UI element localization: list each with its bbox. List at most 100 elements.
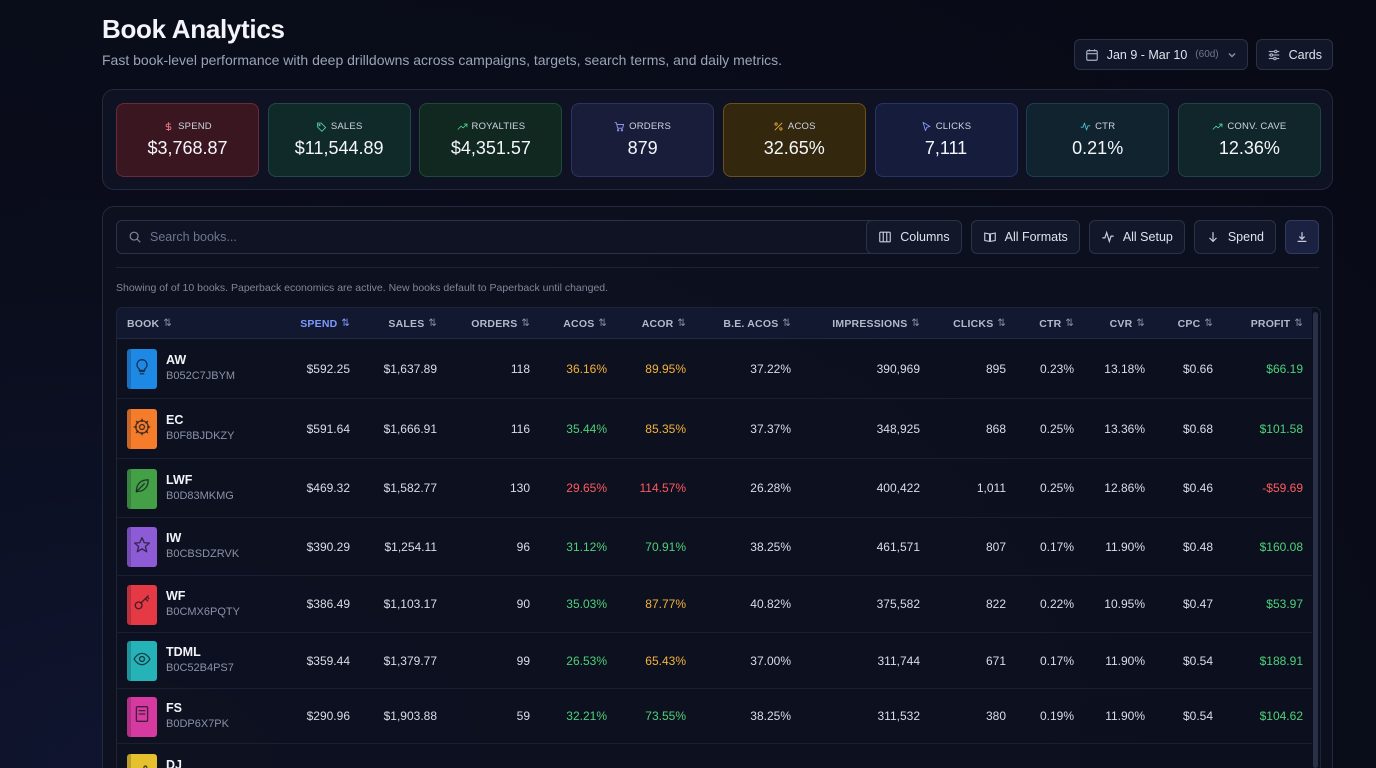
cell-spend: $591.64 <box>306 421 350 436</box>
column-header-cpc[interactable]: CPC ⇅ <box>1152 308 1213 339</box>
view-cards-button[interactable]: Cards <box>1255 39 1333 70</box>
formats-filter-button[interactable]: All Formats <box>970 220 1080 254</box>
cell-cpc: $0.68 <box>1182 421 1213 436</box>
kpi-card-sales[interactable]: SALES $11,544.89 <box>267 103 411 177</box>
date-range-picker[interactable]: Jan 9 - Mar 10 (60d) <box>1073 39 1248 70</box>
kpi-card-clicks[interactable]: CLICKS 7,111 <box>874 103 1018 177</box>
cell-orders: 90 <box>516 597 530 611</box>
kpi-card-acos[interactable]: ACOS 32.65% <box>722 103 866 177</box>
cell-acos: 37.33% <box>537 744 607 768</box>
cell-cpc: $0.54 <box>1182 653 1213 668</box>
columns-icon <box>878 230 892 244</box>
cell-impressions: 390,969 <box>876 361 920 376</box>
columns-label: Columns <box>900 230 950 244</box>
book-title[interactable]: AW <box>166 353 187 367</box>
sort-spend-label: Spend <box>1227 230 1264 244</box>
cell-cpc: $0.66 <box>1182 361 1213 376</box>
kpi-card-spend[interactable]: SPEND $3,768.87 <box>116 103 259 177</box>
table-row[interactable]: DJ $270.08 $722.50 57 37.33%79.81% 39.61% 279,… <box>117 744 1312 768</box>
column-header-label: SPEND <box>300 317 338 330</box>
kpi-value: 12.36% <box>1218 138 1280 158</box>
column-header-impressions[interactable]: IMPRESSIONS ⇅ <box>807 308 920 339</box>
columns-button[interactable]: Columns <box>866 220 962 254</box>
sort-arrows-icon: ⇅ <box>1294 318 1303 329</box>
table-row[interactable]: IW B0CBSDZRVK $390.29 $1,254.11 96 31.12% 70.9… <box>117 518 1312 576</box>
kpi-card-royalties[interactable]: ROYALTIES $4,351.57 <box>419 103 563 177</box>
cell-cvr: 11.90% <box>1105 653 1145 668</box>
book-title[interactable]: EC <box>166 413 184 427</box>
table-row[interactable]: LWF B0D83MKMG $469.32 $1,582.77 130 29.65% 114… <box>117 459 1312 518</box>
kpi-label-text: CONV. CAVE <box>1227 121 1287 132</box>
kpi-label-text: ROYALTIES <box>471 121 526 132</box>
book-title[interactable]: IW <box>166 531 182 545</box>
book-cover <box>127 349 157 389</box>
column-header-orders[interactable]: ORDERS ⇅ <box>447 308 530 339</box>
column-header-spend[interactable]: SPEND ⇅ <box>277 308 350 339</box>
sort-spend-button[interactable]: Spend <box>1193 220 1276 254</box>
book-asin: B052C7JBYM <box>166 370 236 382</box>
kpi-panel: SPEND $3,768.87 SALES $11,544.89 ROYALTIES $4… <box>102 89 1333 190</box>
column-header-be-acos[interactable]: B.E. ACOS ⇅ <box>697 308 791 339</box>
setup-filter-button[interactable]: All Setup <box>1088 220 1185 254</box>
book-asin: B0CMX6PQTY <box>166 605 240 618</box>
cell-acos: 36.16% <box>566 361 607 376</box>
table-scrollbar[interactable] <box>1313 312 1318 768</box>
cell-ctr: 0.17% <box>1039 539 1074 554</box>
column-header-profit[interactable]: PROFIT ⇅ <box>1222 308 1303 339</box>
column-header-book[interactable]: BOOK ⇅ <box>127 308 287 339</box>
kpi-card-ctr[interactable]: CTR 0.21% <box>1026 103 1170 177</box>
table-row[interactable]: EC B0F8BJDKZY $591.64 $1,666.91 116 35.44% 85.… <box>117 399 1312 459</box>
table-toolbar: Columns All Formats All Setup <box>116 220 1319 254</box>
search-input[interactable] <box>150 230 850 244</box>
table-row[interactable]: WF B0CMX6PQTY $386.49 $1,103.17 90 35.03% 87.7… <box>117 576 1312 633</box>
search-icon <box>128 230 142 244</box>
kpi-card-orders[interactable]: ORDERS 879 <box>571 103 715 177</box>
table-row[interactable]: TDML B0C52B4PS7 $359.44 $1,379.77 99 26.53% 65… <box>117 633 1312 689</box>
kpi-value: $4,351.57 <box>450 138 531 158</box>
book-title[interactable]: FS <box>166 700 182 715</box>
kpi-label: ROYALTIES <box>457 121 526 132</box>
book-title[interactable]: DJ <box>166 758 182 768</box>
cell-sales: $1,637.89 <box>383 361 437 376</box>
cell-cpc: $0.47 <box>1182 597 1213 611</box>
cell-cvr: 12.86% <box>1104 481 1145 495</box>
kpi-label-text: CLICKS <box>935 121 972 132</box>
cell-ctr: 0.22% <box>1039 597 1074 611</box>
cell-be-acos: 38.25% <box>750 539 791 554</box>
cell-impressions: 461,571 <box>876 539 920 554</box>
cell-cpc: $0.52 <box>1152 744 1213 768</box>
sort-arrows-icon: ⇅ <box>677 318 686 329</box>
kpi-label: CLICKS <box>921 121 972 132</box>
column-header-sales[interactable]: SALES ⇅ <box>357 308 437 339</box>
book-cover <box>127 754 157 768</box>
cell-impressions: 348,925 <box>876 421 920 436</box>
cell-orders: 116 <box>510 421 530 436</box>
cell-clicks: 807 <box>985 539 1006 554</box>
sort-arrows-icon: ⇅ <box>1136 318 1145 329</box>
kpi-card-conv-cave[interactable]: CONV. CAVE 12.36% <box>1177 103 1321 177</box>
column-header-cvr[interactable]: CVR ⇅ <box>1082 308 1145 339</box>
setup-filter-label: All Setup <box>1122 230 1173 244</box>
mountain-icon <box>133 763 151 768</box>
arrow-down-icon <box>1206 230 1220 244</box>
cell-be-acos: 37.37% <box>750 421 791 436</box>
download-button[interactable] <box>1285 220 1319 254</box>
cell-sales: $1,582.77 <box>383 481 437 495</box>
kpi-label-text: ORDERS <box>629 121 672 132</box>
cell-acos: 29.65% <box>566 481 607 495</box>
column-header-acos[interactable]: ACOS ⇅ <box>537 308 607 339</box>
book-title[interactable]: LWF <box>166 472 193 487</box>
column-header-clicks[interactable]: CLICKS ⇅ <box>927 308 1006 339</box>
trending-icon <box>457 121 468 132</box>
cell-ctr: 0.23% <box>1039 361 1074 376</box>
column-header-ctr[interactable]: CTR ⇅ <box>1012 308 1074 339</box>
book-cover <box>127 584 157 625</box>
book-title[interactable]: WF <box>166 588 186 603</box>
kpi-label-text: SALES <box>330 121 363 132</box>
table-row[interactable]: FS B0DP6X7PK $290.96 $1,903.88 59 32.21% 73.55… <box>117 689 1312 744</box>
table-row[interactable]: AW B052C7JBYM $592.25 $1,637.89 118 36.16% 89.… <box>117 339 1312 399</box>
book-title[interactable]: TDML <box>166 645 201 659</box>
column-header-acor[interactable]: ACOR ⇅ <box>612 308 686 339</box>
toolbar-buttons: Columns All Formats All Setup <box>866 220 1319 254</box>
cell-be-acos: 40.82% <box>750 597 791 611</box>
